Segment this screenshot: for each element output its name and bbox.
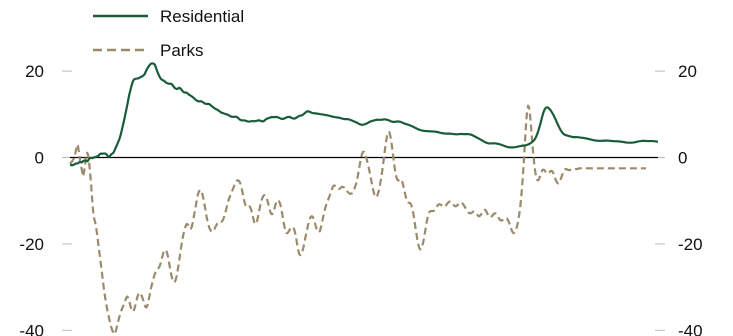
series-layer [69,62,659,336]
y-tick-label-left: 0 [35,149,44,168]
series-line-parks [69,104,647,336]
y-tick-label-right: -40 [678,321,703,336]
legend: Residential Parks [93,7,244,60]
legend-label-parks: Parks [160,41,203,60]
y-tick-label-right: 20 [678,62,697,81]
y-axis-right: 20 0 -20 -40 [655,62,703,336]
y-tick-label-left: -40 [19,321,44,336]
y-axis-left: 20 0 -20 -40 [19,62,72,336]
y-tick-label-left: 20 [25,62,44,81]
y-tick-label-right: -20 [678,235,703,254]
series-line-residential [69,62,659,167]
y-tick-label-left: -20 [19,235,44,254]
y-tick-label-right: 0 [678,149,687,168]
legend-label-residential: Residential [160,7,244,26]
